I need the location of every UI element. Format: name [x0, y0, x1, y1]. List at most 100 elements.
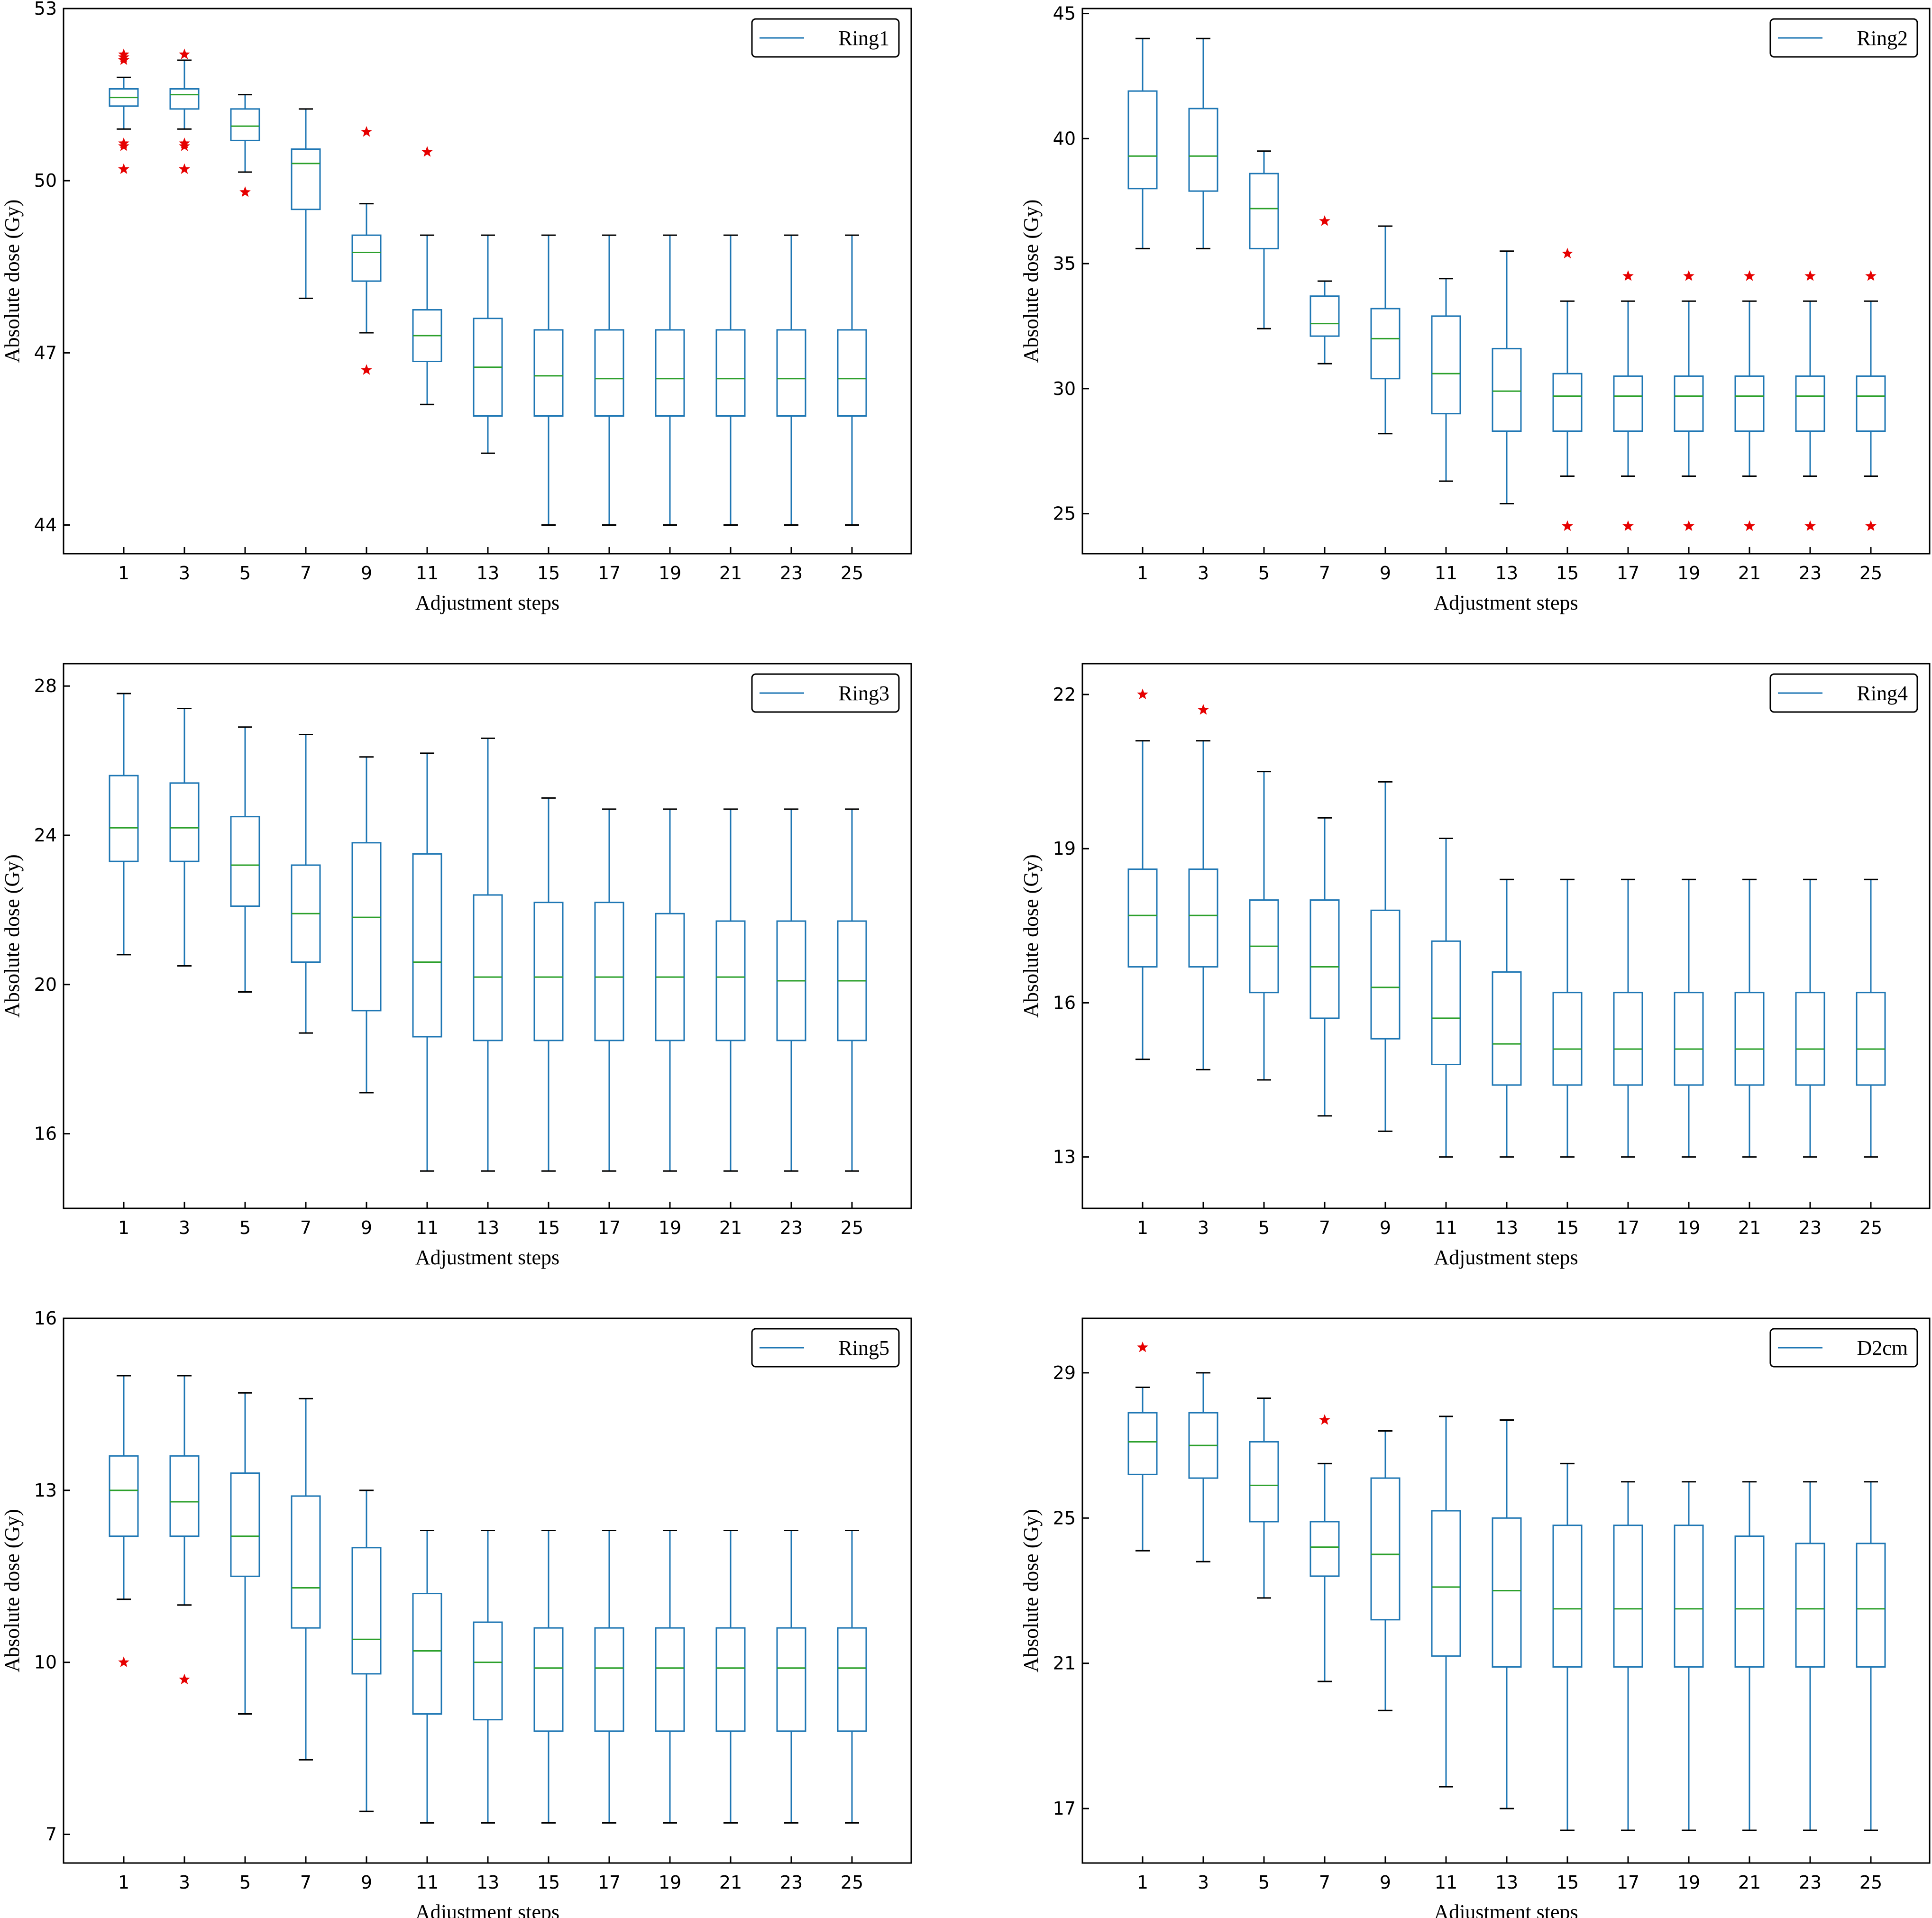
outlier-star — [239, 186, 251, 197]
legend-frame — [751, 1328, 900, 1368]
box-step-3 — [169, 707, 200, 967]
x-tick-label: 23 — [1799, 1872, 1822, 1893]
iqr-box — [109, 1455, 139, 1537]
x-tick-label: 5 — [1258, 1217, 1270, 1238]
box-step-7 — [1309, 817, 1340, 1117]
x-tick-label: 11 — [416, 1872, 439, 1893]
x-tick-label: 7 — [300, 1217, 311, 1238]
x-tick-label: 25 — [841, 1872, 863, 1893]
box-step-9 — [1370, 1430, 1401, 1711]
x-tick-label: 3 — [1198, 1872, 1209, 1893]
x-tick-label: 15 — [537, 1872, 560, 1893]
x-tick-label: 17 — [598, 1217, 621, 1238]
iqr-box — [837, 1627, 867, 1732]
iqr-box — [230, 816, 260, 907]
outlier-star — [179, 1673, 190, 1685]
box-step-21 — [1734, 878, 1765, 1158]
x-tick-label: 21 — [1738, 563, 1761, 584]
x-axis-title: Adjustment steps — [1434, 1900, 1578, 1918]
outlier-star — [1319, 1414, 1330, 1425]
legend-frame — [1769, 673, 1918, 713]
iqr-box — [473, 894, 503, 1041]
iqr-box — [1795, 1543, 1825, 1668]
x-tick-label: 9 — [361, 563, 372, 584]
iqr-box — [230, 108, 260, 141]
y-axis-title: Absolute dose (Gy) — [0, 200, 24, 363]
box-step-7 — [291, 734, 321, 1034]
x-tick-label: 9 — [361, 1217, 372, 1238]
iqr-box — [473, 1621, 503, 1721]
box-step-25 — [837, 1530, 867, 1824]
y-tick-label: 53 — [34, 0, 57, 19]
y-tick-label: 17 — [1053, 1798, 1076, 1819]
x-tick-label: 21 — [719, 1872, 742, 1893]
box-step-7 — [291, 1397, 321, 1761]
box-step-3 — [169, 48, 200, 174]
outlier-star — [1804, 520, 1816, 531]
y-tick-label: 10 — [34, 1652, 57, 1673]
box-step-15 — [1552, 1462, 1583, 1831]
box-step-19 — [1674, 270, 1704, 531]
x-tick-label: 21 — [719, 1217, 742, 1238]
box-step-17 — [594, 234, 624, 526]
outlier-star — [1198, 704, 1209, 715]
box-step-21 — [1734, 270, 1765, 531]
x-tick-label: 25 — [841, 563, 863, 584]
outlier-star — [1622, 520, 1634, 531]
legend-label: Ring2 — [1857, 27, 1908, 50]
box-step-1 — [109, 693, 139, 956]
box-step-21 — [715, 808, 746, 1172]
iqr-box — [1674, 375, 1704, 432]
x-tick-label: 3 — [179, 1872, 190, 1893]
box-step-17 — [1613, 878, 1643, 1158]
x-tick-label: 11 — [416, 1217, 439, 1238]
x-tick-label: 3 — [1198, 1217, 1209, 1238]
box-step-3 — [1188, 704, 1218, 1070]
iqr-box — [1431, 315, 1461, 415]
x-tick-label: 19 — [1677, 563, 1700, 584]
box-step-21 — [715, 234, 746, 526]
iqr-box — [1613, 375, 1643, 432]
box-step-11 — [412, 1530, 442, 1824]
box-step-21 — [715, 1530, 746, 1824]
iqr-box — [533, 1627, 564, 1732]
y-axis-title: Absolute dose (Gy) — [1019, 854, 1043, 1018]
outlier-star — [1683, 270, 1694, 281]
iqr-box — [1431, 1510, 1461, 1657]
box-step-23 — [1795, 878, 1825, 1158]
x-tick-label: 23 — [780, 1872, 803, 1893]
outlier-star — [179, 48, 190, 59]
box-step-5 — [230, 1392, 260, 1715]
y-tick-label: 13 — [34, 1480, 57, 1501]
y-tick-label: 25 — [1053, 503, 1076, 524]
x-tick-label: 13 — [1495, 1872, 1518, 1893]
y-tick-label: 47 — [34, 342, 57, 363]
iqr-box — [1492, 1517, 1522, 1668]
box-step-11 — [412, 752, 442, 1172]
legend-label: Ring1 — [838, 27, 889, 50]
box-step-1 — [1127, 1341, 1158, 1552]
x-tick-label: 1 — [118, 1872, 129, 1893]
box-step-13 — [473, 737, 503, 1172]
outlier-star — [361, 364, 372, 375]
x-tick-label: 9 — [1380, 1217, 1391, 1238]
legend: D2cm — [1769, 1328, 1918, 1368]
iqr-box — [412, 1593, 442, 1715]
x-tick-label: 15 — [537, 1217, 560, 1238]
box-step-11 — [1431, 838, 1461, 1158]
iqr-box — [1795, 375, 1825, 432]
x-tick-label: 11 — [1435, 563, 1457, 584]
x-tick-label: 1 — [1137, 1872, 1148, 1893]
box-step-9 — [1370, 781, 1401, 1132]
iqr-box — [169, 88, 200, 110]
y-tick-label: 29 — [1053, 1362, 1076, 1383]
y-tick-label: 21 — [1053, 1653, 1076, 1674]
x-tick-label: 17 — [1617, 563, 1639, 584]
iqr-box — [1431, 940, 1461, 1065]
x-tick-label: 25 — [1859, 1872, 1882, 1893]
iqr-box — [1188, 108, 1218, 192]
box-step-9 — [351, 1489, 382, 1812]
